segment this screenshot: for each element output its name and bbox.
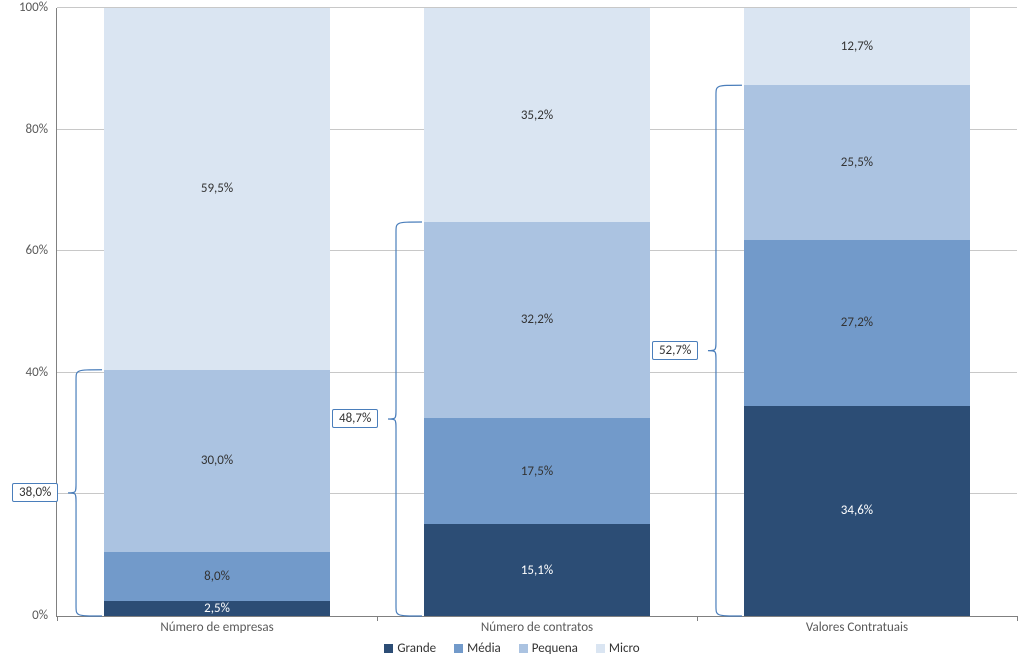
- x-axis-tick: [57, 616, 58, 621]
- legend-swatch: [384, 644, 393, 653]
- legend-item-grande: Grande: [384, 641, 436, 656]
- x-axis-category-label: Número de contratos: [481, 620, 593, 635]
- legend-swatch: [519, 644, 528, 653]
- legend-item-media: Média: [454, 641, 501, 656]
- y-axis-tick-label: 60%: [0, 243, 48, 258]
- legend: Grande Média Pequena Micro: [0, 641, 1024, 656]
- plot-area: 2,5%8,0%30,0%59,5%Número de empresas38,0…: [56, 8, 1017, 617]
- legend-swatch: [596, 644, 605, 653]
- legend-item-pequena: Pequena: [519, 641, 578, 656]
- chart-container: 2,5%8,0%30,0%59,5%Número de empresas38,0…: [0, 0, 1024, 662]
- y-axis-tick-label: 40%: [0, 365, 48, 380]
- callout-bracket: [57, 8, 1017, 616]
- legend-swatch: [454, 644, 463, 653]
- legend-label: Micro: [609, 641, 640, 656]
- callout-label: 52,7%: [652, 341, 698, 360]
- legend-label: Média: [467, 641, 501, 656]
- x-axis-tick: [697, 616, 698, 621]
- callout-label: 38,0%: [12, 483, 58, 502]
- legend-label: Grande: [397, 641, 436, 656]
- legend-label: Pequena: [532, 641, 578, 656]
- legend-item-micro: Micro: [596, 641, 640, 656]
- callout-label: 48,7%: [332, 409, 378, 428]
- y-axis-tick-label: 100%: [0, 0, 48, 15]
- x-axis-tick: [377, 616, 378, 621]
- x-axis-category-label: Número de empresas: [160, 620, 273, 635]
- y-axis-tick-label: 0%: [0, 608, 48, 623]
- y-axis-tick-label: 80%: [0, 122, 48, 137]
- x-axis-category-label: Valores Contratuais: [806, 620, 908, 635]
- x-axis-tick: [1017, 616, 1018, 621]
